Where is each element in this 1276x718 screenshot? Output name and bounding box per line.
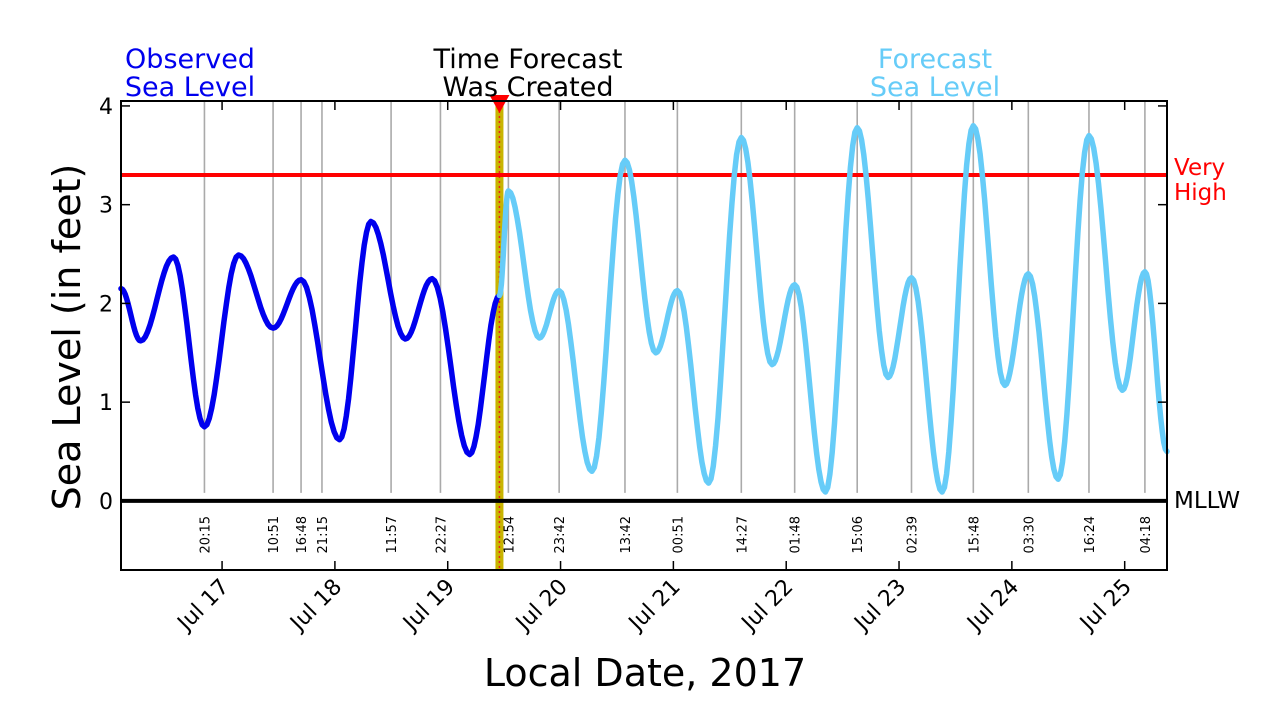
forecast-label-line2: Sea Level xyxy=(870,72,1000,103)
x-tick-label: Jul 18 xyxy=(285,575,348,638)
series-lines xyxy=(118,122,1170,495)
x-tick-label: Jul 25 xyxy=(1074,575,1137,638)
x-tick-label: Jul 21 xyxy=(623,575,686,638)
x-tick-label: Jul 22 xyxy=(736,575,799,638)
high-tide-time-label: 16:48 xyxy=(295,516,310,553)
created-label-line2: Was Created xyxy=(442,72,613,103)
y-tick-label: 0 xyxy=(99,490,113,515)
series-line xyxy=(496,122,1170,495)
high-tide-time-label: 20:15 xyxy=(198,516,213,553)
y-axis-title: Sea Level (in feet) xyxy=(45,164,89,511)
high-tide-time-labels: 20:15 10:51 16:48 21:15 11:57 22:27 12:54 23:42… xyxy=(198,516,1153,553)
forecast-label-line1: Forecast xyxy=(878,44,992,75)
high-tide-time-label: 03:30 xyxy=(1022,516,1037,553)
high-tide-time-label: 11:57 xyxy=(385,516,400,553)
high-tide-time-label: 21:15 xyxy=(316,516,331,553)
y-tick-label: 1 xyxy=(99,391,113,416)
x-tick-label: Jul 20 xyxy=(510,575,573,638)
very-high-label-line2: High xyxy=(1174,180,1227,206)
x-tick-label: Jul 17 xyxy=(172,575,235,638)
created-label-line1: Time Forecast xyxy=(433,44,623,75)
observed-label-line1: Observed xyxy=(125,44,255,75)
high-tide-time-label: 23:42 xyxy=(553,516,568,553)
high-tide-time-label: 02:39 xyxy=(905,516,920,553)
y-tick-label: 4 xyxy=(99,95,113,120)
x-tick-label: Jul 23 xyxy=(849,575,912,638)
observed-label-line2: Sea Level xyxy=(125,72,255,103)
x-tick-label: Jul 24 xyxy=(962,575,1025,638)
high-tide-time-label: 14:27 xyxy=(735,516,750,553)
high-tide-time-label: 10:51 xyxy=(267,516,282,553)
high-tide-time-label: 22:27 xyxy=(434,516,449,553)
y-tick-label: 3 xyxy=(99,194,113,219)
high-tide-time-label: 13:42 xyxy=(619,516,634,553)
x-axis-title: Local Date, 2017 xyxy=(484,651,806,695)
high-tide-time-label: 04:18 xyxy=(1139,516,1154,553)
high-tide-gridlines xyxy=(203,101,1146,493)
high-tide-time-label: 00:51 xyxy=(671,516,686,553)
high-tide-time-label: 15:06 xyxy=(851,516,866,553)
very-high-label-line1: Very xyxy=(1174,155,1225,181)
y-tick-label: 2 xyxy=(99,292,113,317)
high-tide-time-label: 12:54 xyxy=(502,516,517,553)
high-tide-time-label: 01:48 xyxy=(789,516,804,553)
x-tick-label: Jul 19 xyxy=(397,575,460,638)
plot-frame xyxy=(120,100,1168,571)
high-tide-time-label: 16:24 xyxy=(1083,516,1098,553)
mllw-label: MLLW xyxy=(1174,488,1240,514)
forecast-created-marker xyxy=(489,95,510,113)
series-line xyxy=(118,218,503,458)
high-tide-time-label: 15:48 xyxy=(967,516,982,553)
forecast-created-band xyxy=(495,101,504,570)
